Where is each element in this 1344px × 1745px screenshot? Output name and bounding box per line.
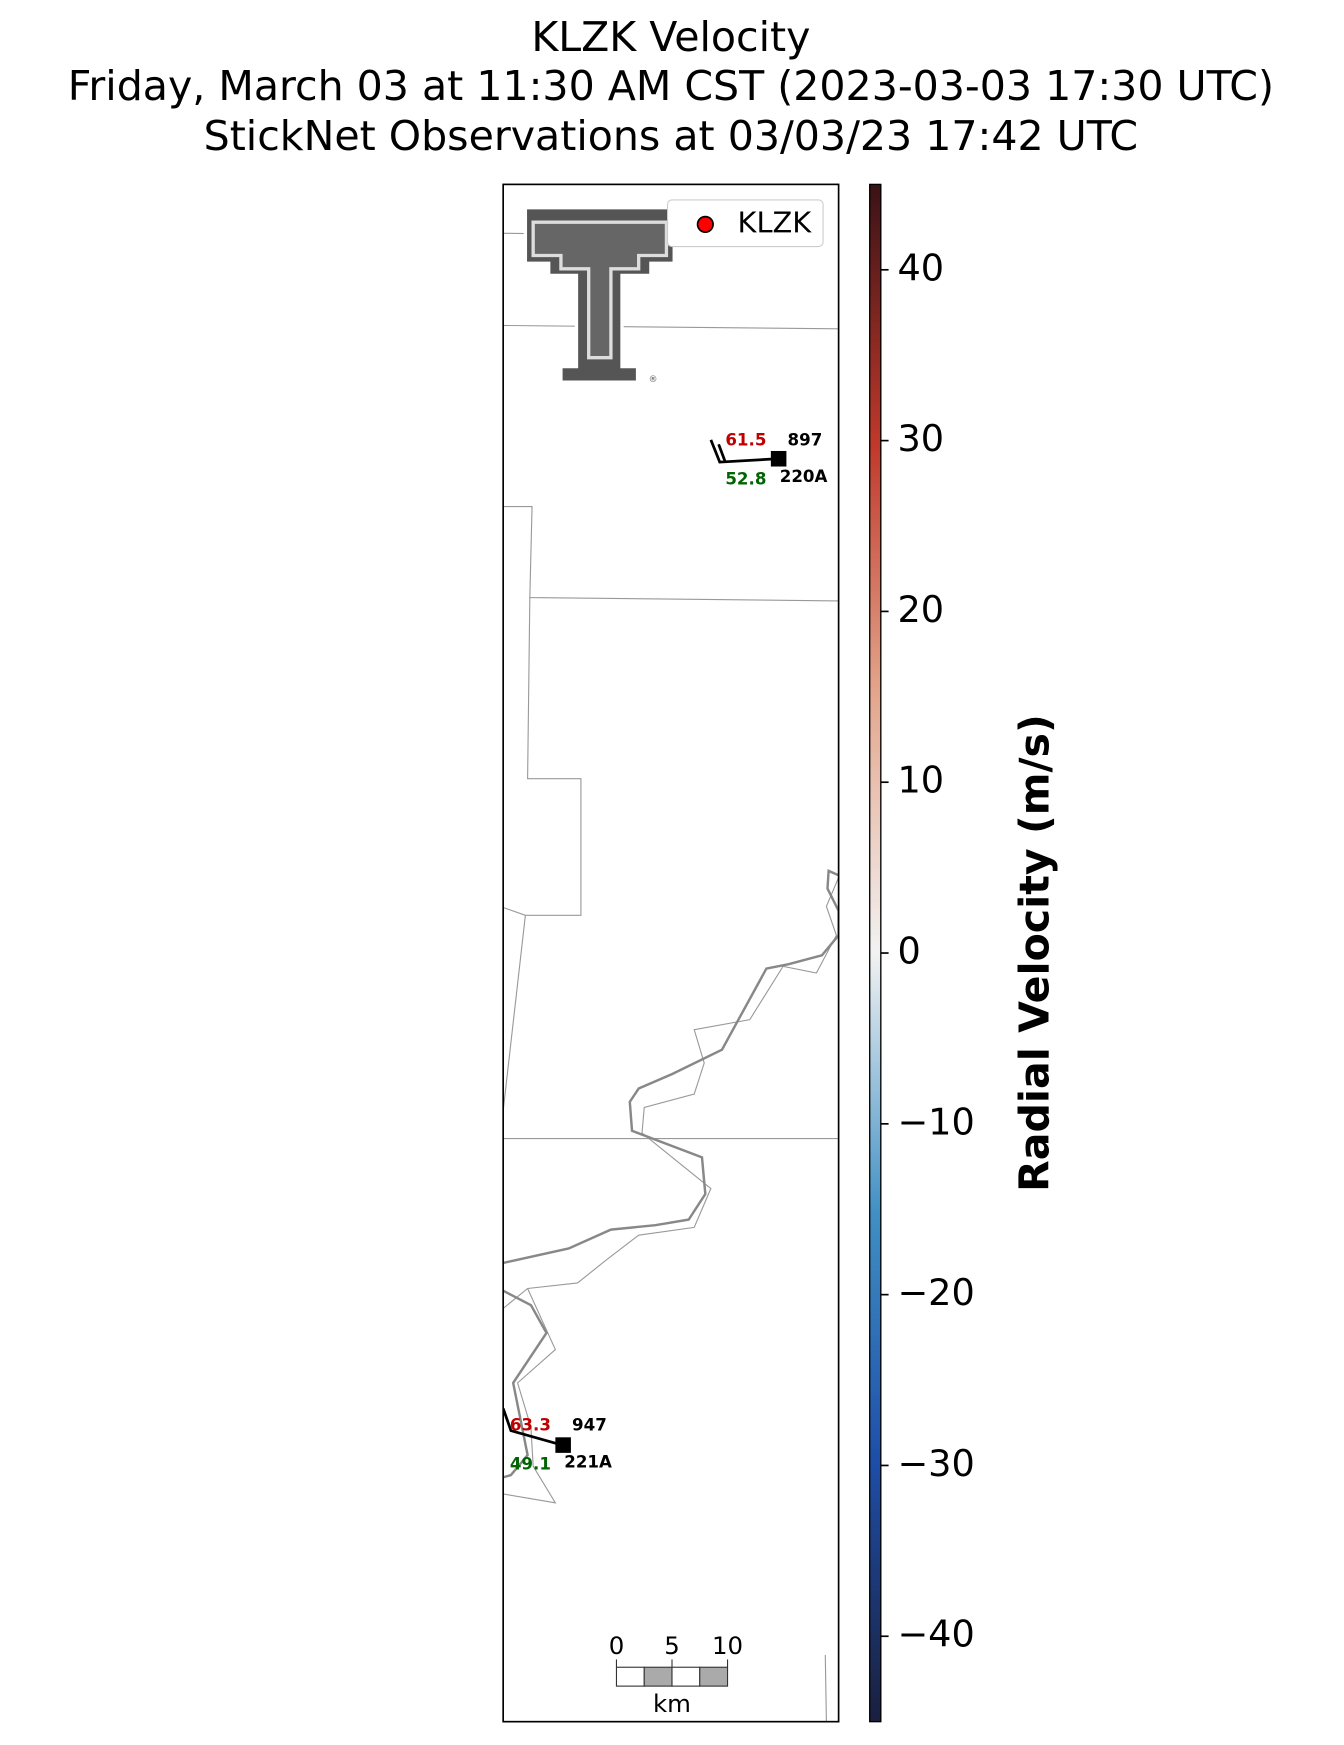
- colorbar: [869, 183, 882, 1723]
- colorbar-tick-label: 30: [897, 417, 944, 460]
- legend-label: KLZK: [738, 205, 813, 239]
- svg-text:®: ®: [649, 375, 658, 385]
- temperature: 63.3: [510, 1416, 551, 1435]
- station-id: 221A: [564, 1452, 612, 1471]
- ttu-logo: ®: [523, 206, 676, 385]
- scale-tick-label: 0: [609, 1631, 625, 1660]
- colorbar-tick-label: 0: [897, 930, 920, 973]
- station-221A: 63.3 947 49.1 221A: [510, 1416, 612, 1474]
- temperature: 61.5: [725, 430, 766, 449]
- scale-unit: km: [653, 1689, 691, 1718]
- legend-marker: [696, 215, 714, 233]
- scale-tick-label: 5: [664, 1631, 680, 1660]
- dewpoint: 49.1: [510, 1455, 551, 1474]
- legend: KLZK: [667, 199, 824, 248]
- station-id: 220A: [780, 467, 828, 486]
- colorbar-tick-label: 10: [897, 759, 944, 802]
- map-layer: [503, 184, 839, 1722]
- map-frame: [502, 183, 840, 1723]
- pressure: 897: [788, 430, 823, 449]
- colorbar-tick-label: −30: [897, 1442, 974, 1485]
- colorbar-tick-label: 20: [897, 588, 944, 631]
- scale-tick-label: 10: [712, 1631, 743, 1660]
- colorbar-label: Radial Velocity (m/s): [1010, 714, 1058, 1192]
- title-line: Friday, March 03 at 11:30 AM CST (2023-0…: [68, 62, 1274, 110]
- title-line: StickNet Observations at 03/03/23 17:42 …: [204, 112, 1139, 160]
- station-220A: 61.5 897 52.8 220A: [725, 430, 827, 488]
- colorbar-tick-label: −40: [897, 1613, 974, 1656]
- pressure: 947: [572, 1416, 607, 1435]
- title-line: KLZK Velocity: [531, 13, 810, 61]
- colorbar-tick-label: −20: [897, 1271, 974, 1314]
- scale-bar: km 0 5 10: [609, 1631, 743, 1718]
- colorbar-tick-label: −10: [897, 1100, 974, 1143]
- dewpoint: 52.8: [725, 469, 766, 488]
- colorbar-tick-label: 40: [897, 246, 944, 289]
